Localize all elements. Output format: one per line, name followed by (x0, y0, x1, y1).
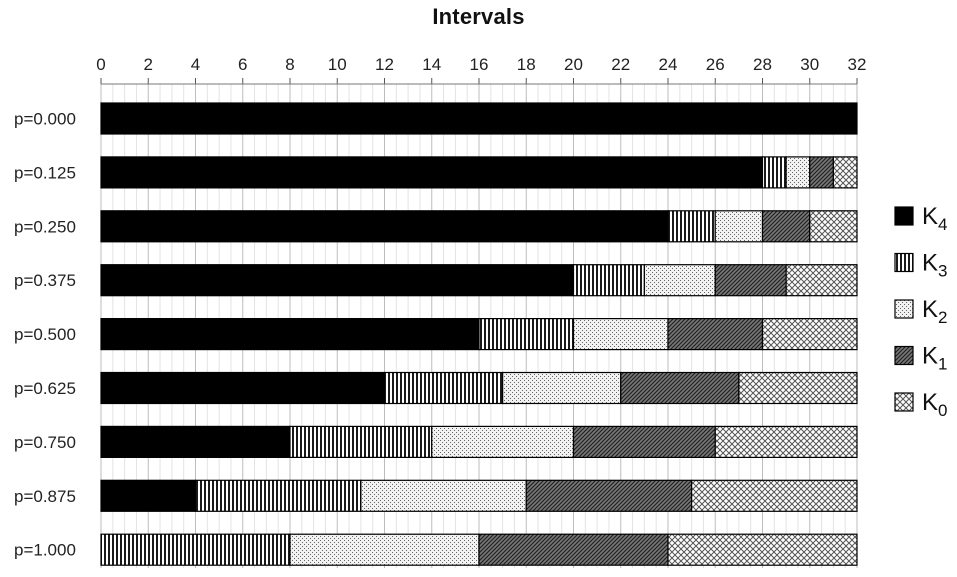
bar-segment-k1 (761, 210, 811, 243)
legend-label-k0: K0 (922, 389, 947, 420)
bar-segment-k2 (360, 479, 527, 512)
bar-segment-k4 (100, 479, 197, 512)
x-tick-label: 2 (144, 55, 153, 74)
category-labels: p=0.000 p=0.125 p=0.250 p=0.375 p=0.500 p=0.6… (14, 110, 76, 560)
bar-segment-k0 (691, 479, 858, 512)
category-label: p=0.375 (14, 271, 76, 290)
x-tick-label: 22 (611, 55, 630, 74)
legend-swatch-k2 (894, 299, 914, 319)
legend: K4 K3 K2 K1 K0 (894, 203, 947, 420)
category-label: p=0.875 (14, 487, 76, 506)
bar-segment-k1 (620, 371, 740, 405)
legend-label-k1: K1 (922, 343, 947, 374)
bar-segment-k1 (525, 479, 693, 512)
bar-segment-k3 (383, 371, 504, 405)
legend-label-k4: K4 (922, 203, 947, 234)
bar-segment-k3 (194, 479, 362, 512)
bar-segment-k1 (572, 425, 716, 458)
bar-segment-k4 (100, 102, 858, 135)
bar-segment-k4 (100, 371, 386, 405)
x-tick-label: 20 (564, 55, 583, 74)
bar-segment-k4 (100, 264, 575, 297)
x-tick-label: 32 (848, 55, 867, 74)
x-tick-label: 24 (659, 55, 678, 74)
bar-segment-k1 (667, 318, 764, 351)
bar-segment-k3 (478, 318, 575, 351)
bar-segment-k2 (714, 210, 764, 243)
legend-label-k2: K2 (922, 296, 947, 327)
x-tick-label: 8 (285, 55, 294, 74)
bar-segment-k0 (761, 318, 858, 351)
legend-swatch-k1 (894, 345, 914, 366)
bar-segment-k3 (289, 425, 433, 458)
bar-segment-k2 (785, 156, 811, 189)
bar-segment-k0 (832, 156, 858, 189)
bar-segment-k2 (289, 533, 480, 566)
x-tick-label: 14 (422, 55, 441, 74)
bar-segment-k3 (667, 210, 716, 243)
x-axis: 0 2 4 6 8 10 12 14 16 18 20 22 24 26 28 30 32 (96, 55, 867, 85)
bar-segment-k0 (714, 425, 858, 458)
x-tick-label: 0 (96, 55, 105, 74)
x-tick-label: 12 (375, 55, 394, 74)
category-label: p=1.000 (14, 541, 76, 560)
chart-title: Intervals (432, 4, 525, 29)
bars (100, 102, 858, 566)
category-label: p=0.750 (14, 433, 76, 452)
bar-segment-k2 (643, 264, 716, 297)
category-label: p=0.625 (14, 379, 76, 398)
legend-swatch-k4 (894, 206, 914, 226)
x-tick-label: 6 (238, 55, 247, 74)
category-label: p=0.500 (14, 325, 76, 344)
x-tick-label: 10 (328, 55, 347, 74)
category-label: p=0.250 (14, 217, 76, 236)
bar-segment-k1 (714, 264, 787, 297)
x-tick-label: 16 (470, 55, 489, 74)
bar-segment-k4 (100, 156, 764, 189)
bar-segment-k1 (478, 533, 669, 566)
x-tick-label: 30 (800, 55, 819, 74)
bar-segment-k0 (809, 210, 858, 243)
x-tick-label: 26 (706, 55, 725, 74)
category-label: p=0.000 (14, 110, 76, 129)
bar-segment-k0 (667, 533, 858, 566)
bar-segment-k4 (100, 210, 669, 243)
bar-segment-k4 (100, 318, 480, 351)
legend-label-k3: K3 (922, 250, 947, 281)
bar-segment-k4 (100, 425, 291, 458)
x-tick-label: 28 (753, 55, 772, 74)
legend-swatch-k3 (894, 252, 914, 273)
legend-swatch-k0 (894, 392, 914, 412)
bar-segment-k3 (761, 156, 787, 189)
bar-segment-k1 (809, 156, 834, 189)
category-label: p=0.125 (14, 163, 76, 182)
bar-segment-k0 (785, 264, 858, 297)
bar-segment-k2 (431, 425, 575, 458)
bar-segment-k3 (100, 533, 291, 566)
bar-segment-k0 (738, 371, 858, 405)
bar-segment-k2 (502, 371, 622, 405)
x-tick-label: 18 (517, 55, 536, 74)
bar-segment-k3 (572, 264, 645, 297)
x-tick-label: 4 (191, 55, 200, 74)
bar-segment-k2 (572, 318, 669, 351)
